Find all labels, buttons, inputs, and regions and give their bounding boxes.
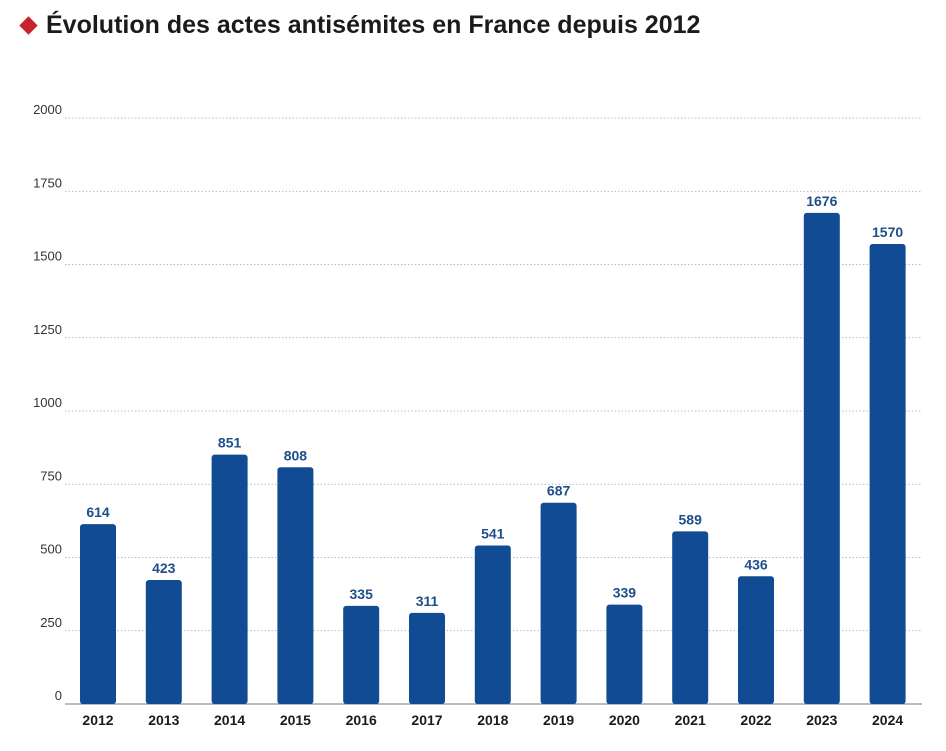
y-tick-label: 1000	[33, 395, 62, 410]
x-tick-label-2016: 2016	[346, 712, 377, 728]
data-label-2012: 614	[86, 504, 110, 520]
data-label-2013: 423	[152, 560, 176, 576]
bar-2017	[409, 612, 445, 704]
x-tick-label-2020: 2020	[609, 712, 640, 728]
x-tick-label-2024: 2024	[872, 712, 903, 728]
x-tick-label-2017: 2017	[411, 712, 442, 728]
y-tick-label: 1750	[33, 175, 62, 190]
data-label-2019: 687	[547, 483, 571, 499]
bar-2020	[606, 604, 643, 704]
x-tick-label-2014: 2014	[214, 712, 245, 728]
data-label-2024: 1570	[872, 224, 903, 240]
chart-title: Évolution des actes antisémites en Franc…	[46, 10, 701, 39]
bar-2014	[211, 454, 248, 704]
y-tick-label: 750	[40, 468, 62, 483]
bar-2015	[277, 467, 314, 704]
data-label-2022: 436	[744, 556, 768, 572]
bar-2024	[869, 243, 906, 705]
x-tick-label-2015: 2015	[280, 712, 311, 728]
x-tick-label-2022: 2022	[740, 712, 771, 728]
y-axis: 0 250 500 750 1000 1250 1500 1750 2000	[33, 102, 62, 703]
data-label-2023: 1676	[806, 193, 837, 209]
y-tick-label: 500	[40, 542, 62, 557]
bar-2023	[803, 212, 840, 704]
bar-2021	[672, 531, 709, 704]
x-tick-label-2021: 2021	[675, 712, 706, 728]
y-tick-label: 250	[40, 615, 62, 630]
x-tick-label-2023: 2023	[806, 712, 837, 728]
y-tick-label: 2000	[33, 102, 62, 117]
data-label-2015: 808	[284, 447, 308, 463]
y-tick-label: 0	[55, 688, 62, 703]
y-tick-label: 1500	[33, 249, 62, 264]
bars	[80, 212, 906, 705]
x-tick-label-2018: 2018	[477, 712, 508, 728]
data-label-2017: 311	[416, 593, 439, 609]
bar-2016	[343, 605, 380, 704]
bar-2022	[738, 576, 774, 704]
x-axis: 2012 2013 2014 2015 2016 2017 2018 2019 2020 2021…	[82, 712, 903, 728]
x-tick-label-2013: 2013	[148, 712, 179, 728]
title-row: Évolution des actes antisémites en Franc…	[19, 8, 701, 42]
data-labels: 614 423 851 808 335 311 541 687 339 589 436 1676 157…	[86, 193, 903, 609]
data-label-2020: 339	[613, 585, 637, 601]
x-tick-label-2012: 2012	[82, 712, 113, 728]
data-label-2018: 541	[481, 525, 505, 541]
data-label-2021: 589	[679, 511, 703, 527]
bar-2019	[540, 502, 577, 704]
data-label-2016: 335	[350, 586, 374, 602]
bar-2018	[474, 545, 511, 704]
x-tick-label-2019: 2019	[543, 712, 574, 728]
bar-2013	[145, 580, 182, 704]
y-tick-label: 1250	[33, 322, 62, 337]
data-label-2014: 851	[218, 435, 242, 451]
bar-2012	[80, 524, 116, 704]
